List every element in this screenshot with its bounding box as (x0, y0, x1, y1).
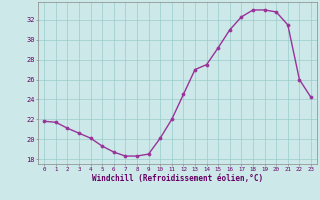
X-axis label: Windchill (Refroidissement éolien,°C): Windchill (Refroidissement éolien,°C) (92, 174, 263, 183)
